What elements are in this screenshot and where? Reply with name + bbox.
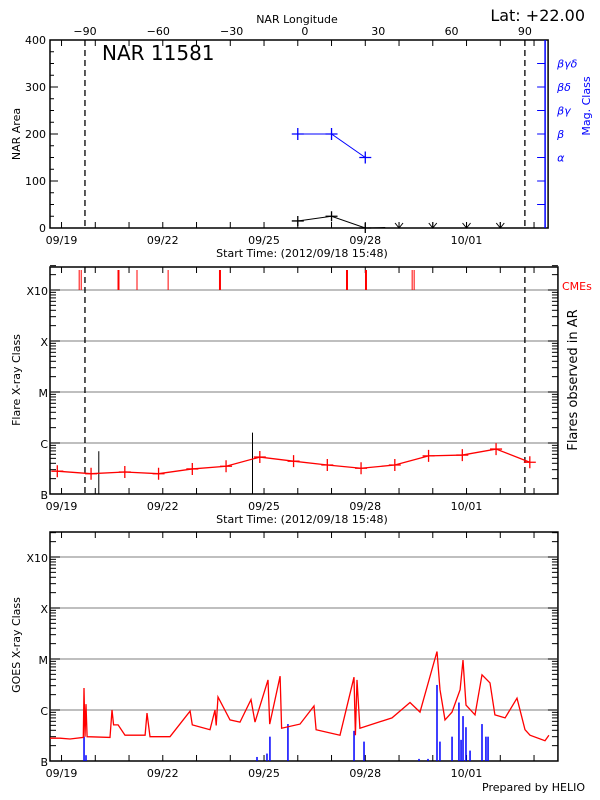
area-point bbox=[359, 223, 372, 233]
background-flux-point bbox=[490, 443, 503, 456]
mag-class-tick-label: βγ bbox=[556, 105, 571, 118]
bottom-x-tick-label: 09/19 bbox=[46, 767, 78, 780]
middle-right-label: Flares observed in AR bbox=[566, 309, 581, 450]
mag-class-point bbox=[325, 128, 338, 140]
bottom-y-tick-label: X10 bbox=[26, 552, 48, 565]
top-xlabel: Start Time: (2012/09/18 15:48) bbox=[216, 247, 388, 260]
footer-credit: Prepared by HELIO bbox=[482, 781, 585, 794]
middle-y-tick-label: X bbox=[40, 336, 48, 349]
middle-y-tick-label: X10 bbox=[26, 285, 48, 298]
mag-class-point bbox=[291, 128, 304, 140]
area-point-arrow bbox=[495, 222, 505, 229]
top-y-tick-label: 400 bbox=[25, 34, 46, 47]
top-x-tick-label: 09/19 bbox=[46, 234, 78, 247]
area-point bbox=[291, 215, 304, 226]
background-flux-point bbox=[220, 460, 233, 473]
bottom-x-tick-label: 09/28 bbox=[349, 767, 381, 780]
middle-ylabel: Flare X-ray Class bbox=[10, 334, 23, 426]
background-flux-point bbox=[523, 456, 536, 469]
mag-class-tick-label: α bbox=[557, 152, 565, 165]
mag-class-tick-label: βγδ bbox=[556, 58, 578, 71]
area-point-arrow bbox=[462, 222, 471, 229]
top-x-tick-label: 09/25 bbox=[248, 234, 280, 247]
top-x-tick-label: 09/22 bbox=[147, 234, 179, 247]
bottom-y-tick-label: B bbox=[40, 756, 48, 769]
bottom-x-tick-label: 09/22 bbox=[147, 767, 179, 780]
bottom-panel: 09/19 09/22 09/25 09/28 10/01 B C M X X10 bbox=[26, 531, 559, 780]
background-flux-point bbox=[321, 459, 334, 472]
top-y-tick-label: 300 bbox=[25, 81, 46, 94]
middle-y-tick-label: C bbox=[40, 438, 48, 451]
bottom-y-tick-label: C bbox=[40, 705, 48, 718]
background-flux-point bbox=[152, 467, 165, 480]
area-line bbox=[297, 215, 386, 229]
middle-x-tick-label: 09/19 bbox=[46, 500, 78, 513]
area-point bbox=[325, 211, 338, 222]
bottom-plot-frame bbox=[49, 531, 559, 762]
longitude-tick-label: 60 bbox=[445, 25, 459, 38]
area-point-arrow bbox=[394, 222, 404, 229]
top-y-tick-label: 200 bbox=[25, 128, 46, 141]
bottom-x-tick-label: 10/01 bbox=[451, 767, 483, 780]
bottom-y-tick-label: X bbox=[40, 603, 48, 616]
latitude-label: Lat: +22.00 bbox=[490, 6, 585, 25]
middle-panel: 09/19 09/22 09/25 09/28 10/01 B C M X X10 bbox=[26, 265, 559, 513]
bottom-ylabel: GOES X-ray Class bbox=[10, 597, 23, 693]
background-flux-point bbox=[85, 467, 98, 480]
middle-x-tick-label: 09/25 bbox=[248, 500, 280, 513]
middle-x-tick-label: 09/28 bbox=[349, 500, 381, 513]
mag-class-tick-label: β bbox=[556, 128, 564, 141]
middle-xlabel: Start Time: (2012/09/18 15:48) bbox=[216, 513, 388, 526]
longitude-tick-label: 30 bbox=[371, 25, 385, 38]
middle-y-tick-label: B bbox=[40, 489, 48, 502]
background-flux-point bbox=[253, 451, 266, 464]
mag-class-point bbox=[359, 151, 372, 164]
background-flux-point bbox=[388, 459, 401, 472]
top-ylabel: NAR Area bbox=[10, 108, 23, 160]
background-flux-point bbox=[186, 462, 199, 475]
top-x-tick-label: 09/28 bbox=[349, 234, 381, 247]
bottom-x-tick-label: 09/25 bbox=[248, 767, 280, 780]
background-flux-point bbox=[51, 465, 64, 478]
top-axis-title: NAR Longitude bbox=[256, 13, 338, 26]
top-x-tick-label: 10/01 bbox=[451, 234, 483, 247]
top-y-tick-label: 100 bbox=[25, 175, 46, 188]
background-flux-point bbox=[456, 449, 469, 462]
mag-class-tick-label: βδ bbox=[556, 81, 571, 94]
top-panel: 09/19 09/22 09/25 09/28 10/010100200300400αβ… bbox=[25, 25, 578, 247]
cme-label: CMEs bbox=[562, 280, 592, 293]
region-label: NAR 11581 bbox=[102, 41, 215, 65]
middle-x-tick-label: 10/01 bbox=[451, 500, 483, 513]
background-flux-point bbox=[422, 449, 435, 462]
top-y-tick-label: 0 bbox=[39, 222, 46, 235]
longitude-tick-label: −60 bbox=[147, 25, 170, 38]
longitude-tick-label: 0 bbox=[301, 25, 308, 38]
longitude-tick-label: 90 bbox=[518, 25, 532, 38]
middle-x-tick-label: 09/22 bbox=[147, 500, 179, 513]
middle-y-tick-label: M bbox=[39, 387, 49, 400]
goes-long-channel-line bbox=[50, 651, 550, 742]
middle-plot-frame bbox=[49, 266, 559, 495]
longitude-tick-label: −30 bbox=[220, 25, 243, 38]
bottom-y-tick-label: M bbox=[39, 654, 49, 667]
background-flux-point bbox=[287, 455, 300, 468]
background-flux-point bbox=[355, 462, 368, 475]
right-ylabel-mag-class: Mag. Class bbox=[580, 76, 593, 135]
longitude-tick-label: −90 bbox=[73, 25, 96, 38]
background-flux-point bbox=[118, 466, 131, 478]
area-point-arrow bbox=[428, 222, 438, 229]
